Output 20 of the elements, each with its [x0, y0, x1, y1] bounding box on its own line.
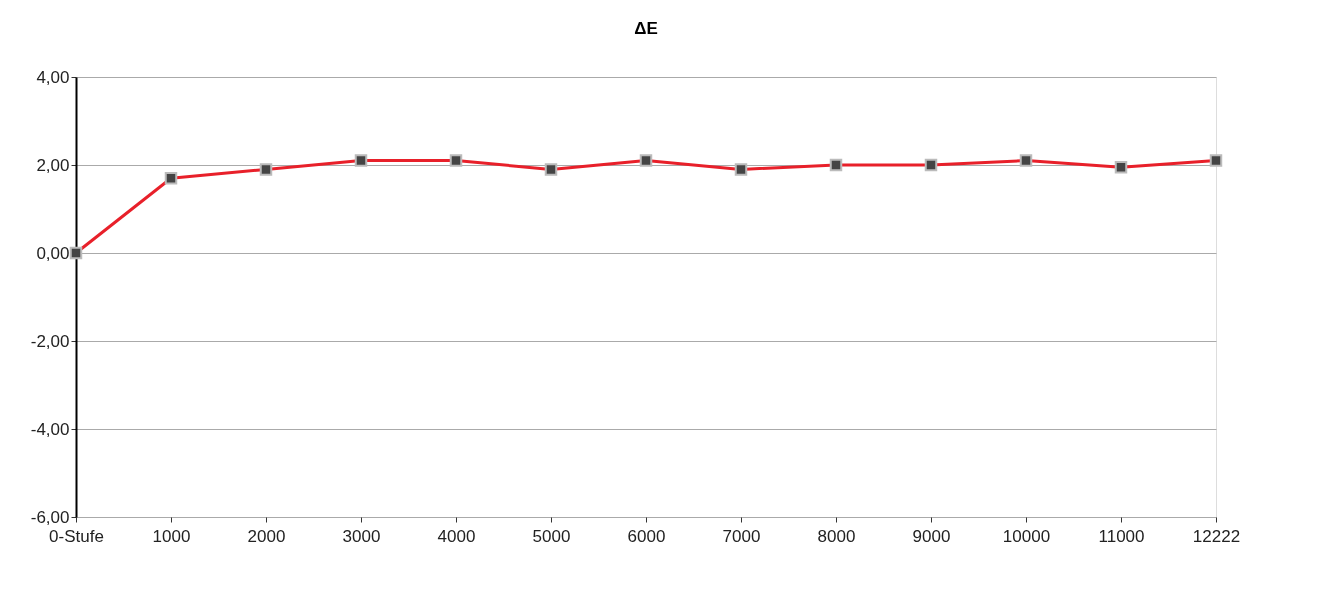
x-tick-label: 1000 [152, 526, 191, 546]
x-tick-label: 3000 [342, 526, 381, 546]
x-tick-label: 0-Stufe [49, 526, 104, 546]
y-tick-label: 4,00 [36, 67, 70, 87]
x-tick-label: 2000 [247, 526, 286, 546]
y-tick-label: 0,00 [36, 243, 70, 263]
x-tick-label: 6000 [627, 526, 666, 546]
x-tick-label: 5000 [532, 526, 571, 546]
x-tick-label: 7000 [722, 526, 761, 546]
y-tick-label: -4,00 [30, 419, 70, 439]
y-tick-label: -6,00 [30, 507, 70, 527]
x-tick-label: 8000 [817, 526, 856, 546]
y-tick-label: 2,00 [36, 155, 70, 175]
x-tick-label: 10000 [1002, 526, 1051, 546]
x-tick-label: 12222 [1192, 526, 1241, 546]
x-tick-label: 11000 [1098, 526, 1145, 546]
chart-title: ΔE [634, 19, 658, 38]
y-tick-label: -2,00 [30, 331, 70, 351]
x-tick-label: 9000 [912, 526, 951, 546]
x-tick-label: 4000 [437, 526, 476, 546]
